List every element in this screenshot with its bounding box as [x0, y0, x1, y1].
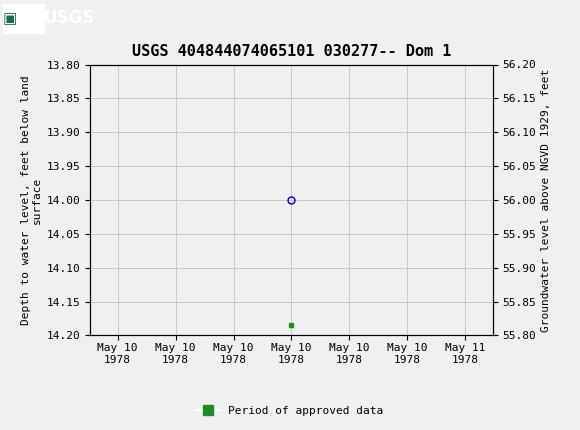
Y-axis label: Groundwater level above NGVD 1929, feet: Groundwater level above NGVD 1929, feet [541, 68, 550, 332]
Bar [3, 3, 43, 33]
Y-axis label: Depth to water level, feet below land
surface: Depth to water level, feet below land su… [21, 75, 42, 325]
Text: ▣: ▣ [3, 11, 17, 26]
Legend: Period of approved data: Period of approved data [193, 401, 387, 420]
Title: USGS 404844074065101 030277-- Dom 1: USGS 404844074065101 030277-- Dom 1 [132, 44, 451, 59]
Text: USGS: USGS [44, 9, 95, 27]
